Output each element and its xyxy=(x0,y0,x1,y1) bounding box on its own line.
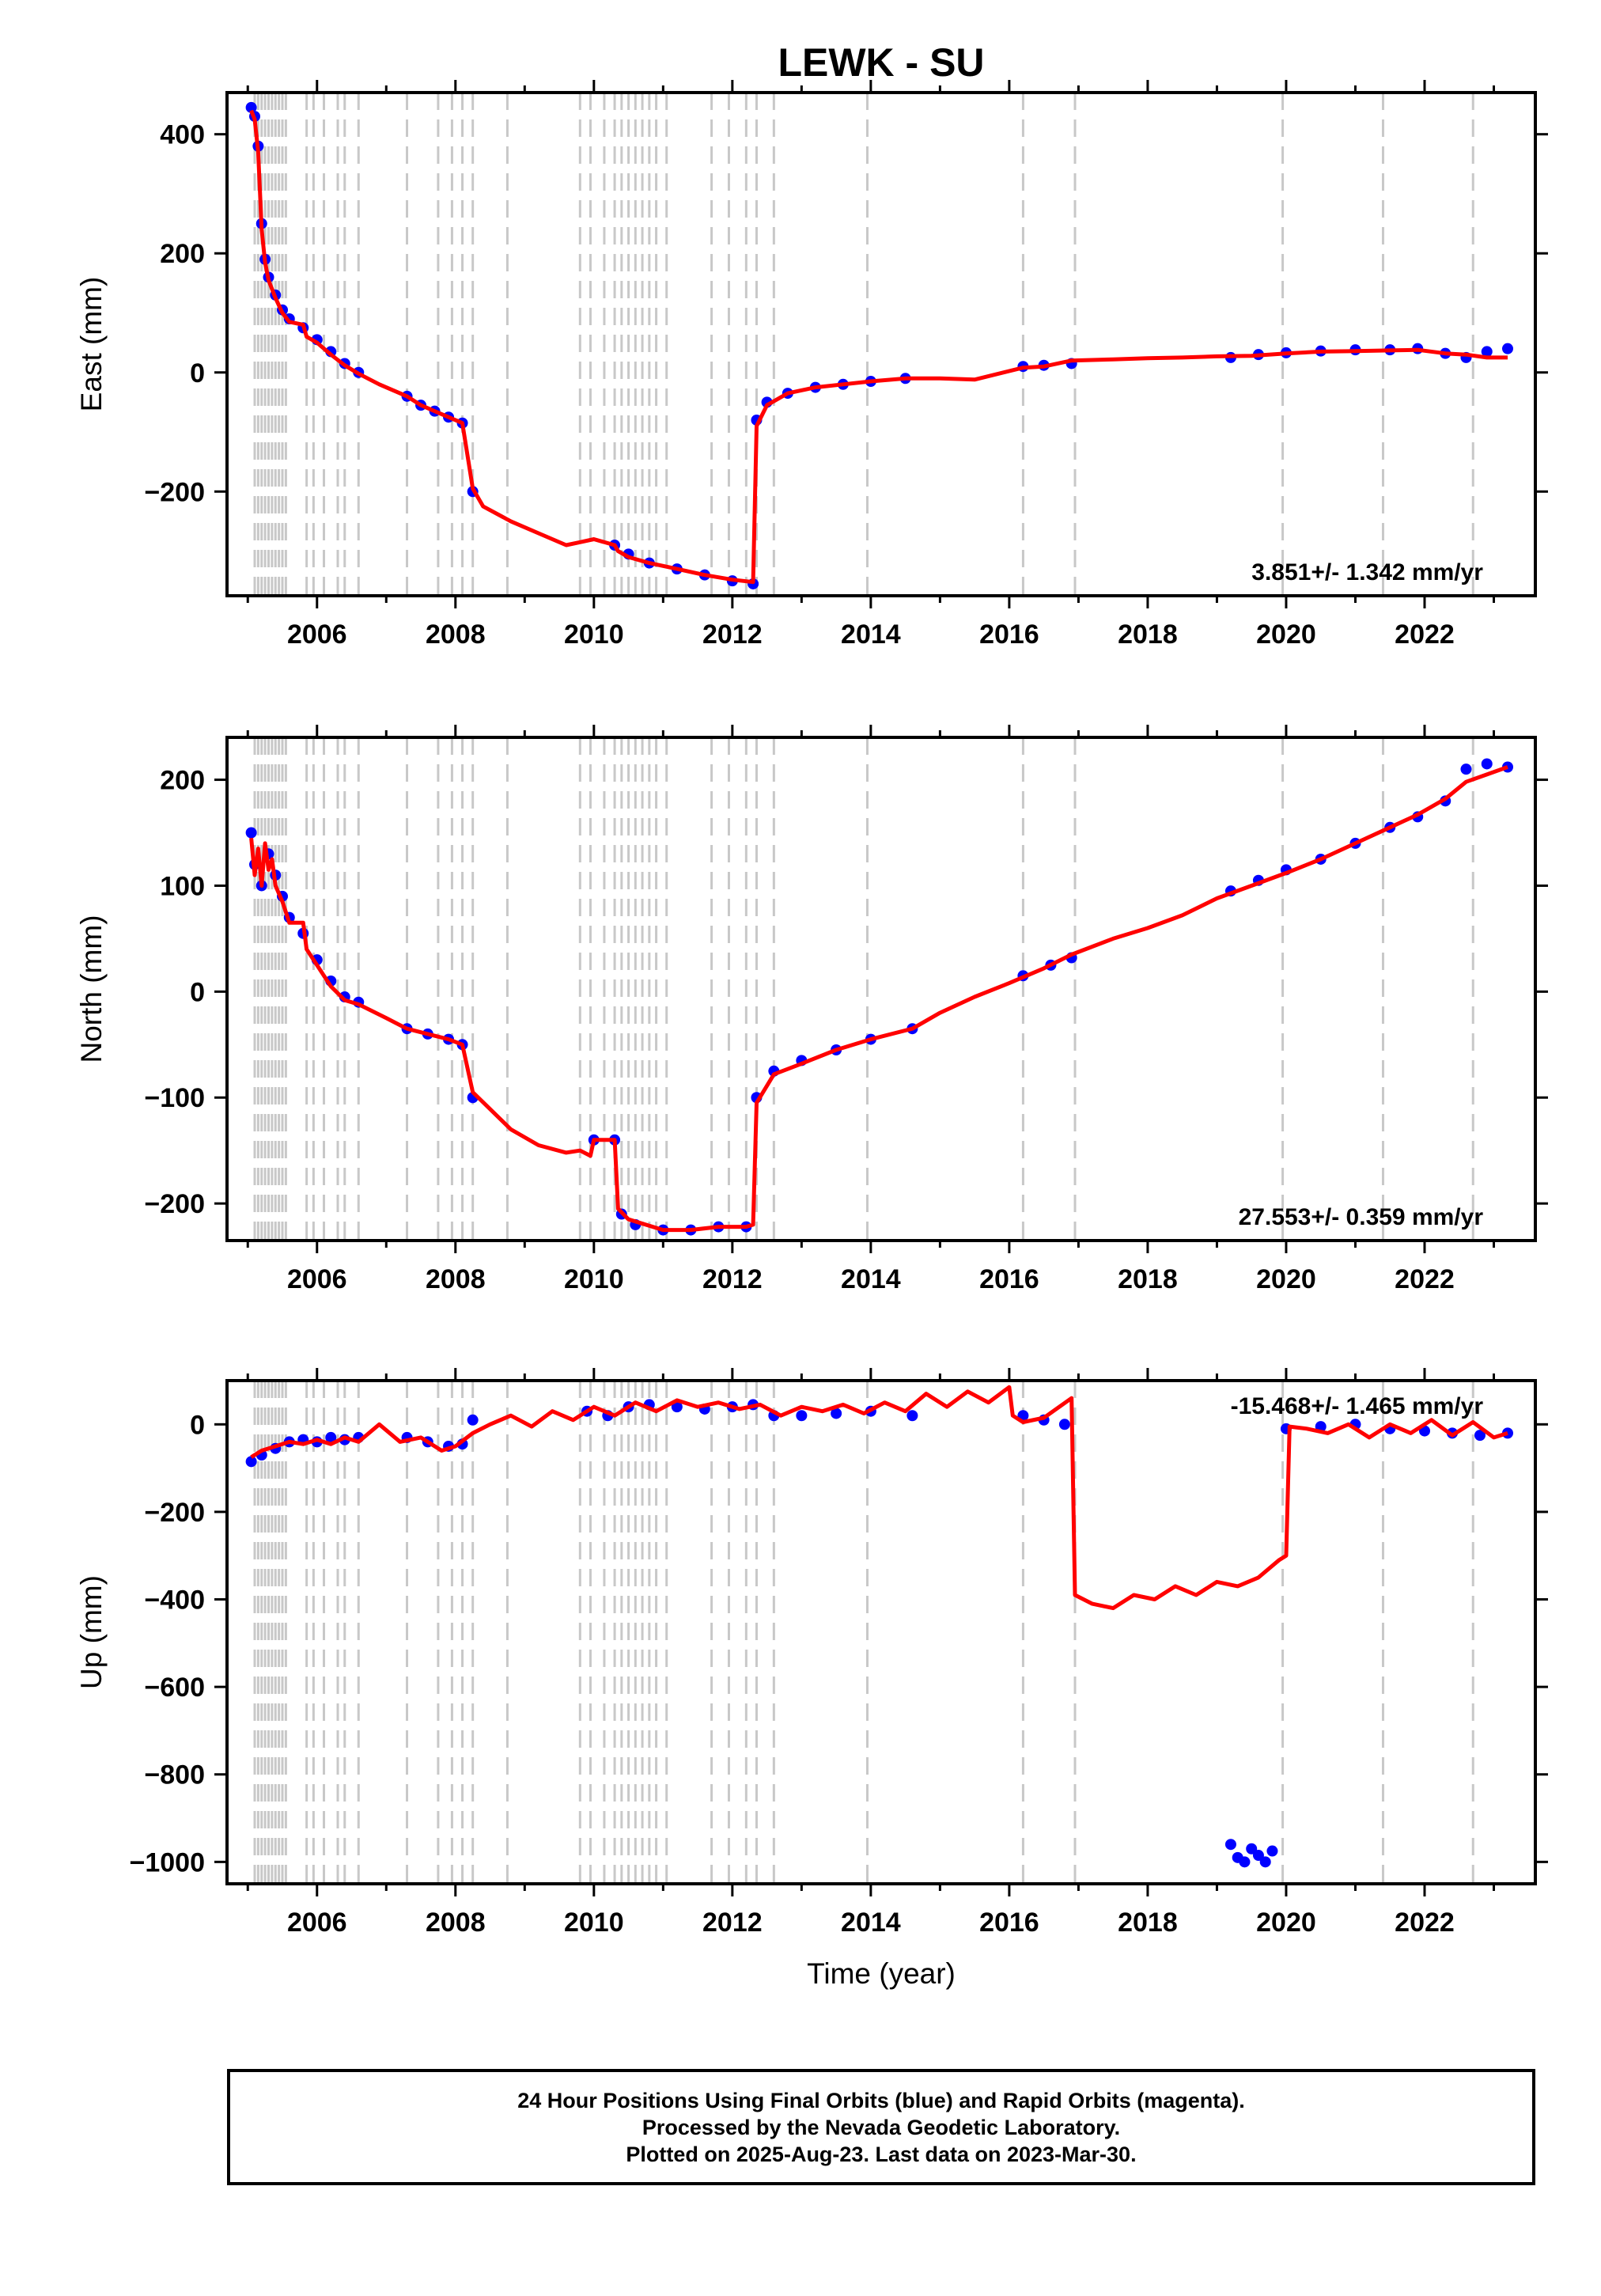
caption-line-2: Processed by the Nevada Geodetic Laborat… xyxy=(642,2115,1121,2139)
x-tick-label: 2020 xyxy=(1256,619,1316,650)
y-tick-label: −200 xyxy=(144,1189,205,1219)
up-panel: 2006 2008 2010 2012 2014 2016 2018 2020 2022 −100… xyxy=(75,1368,1548,1990)
y-tick-label: −400 xyxy=(144,1586,205,1616)
data-point xyxy=(1481,758,1493,770)
x-tick-label: 2016 xyxy=(979,1264,1039,1294)
x-tick-label: 2020 xyxy=(1256,1908,1316,1938)
data-point xyxy=(831,1408,842,1419)
x-tick-label: 2008 xyxy=(426,1908,486,1938)
plot-frame xyxy=(225,91,1537,597)
y-tick-label: 400 xyxy=(160,120,205,150)
y-tick-label: 0 xyxy=(190,358,205,388)
data-point xyxy=(245,827,257,839)
data-point xyxy=(1246,1843,1258,1855)
x-tick-label: 2022 xyxy=(1395,1908,1455,1938)
x-tick-label: 2018 xyxy=(1118,1908,1178,1938)
data-point xyxy=(467,1414,479,1426)
x-tick-label: 2016 xyxy=(979,1908,1039,1938)
x-tick-label: 2016 xyxy=(979,619,1039,650)
x-tick-label: 2010 xyxy=(564,619,624,650)
model-line xyxy=(249,109,1508,585)
chart-title: LEWK - SU xyxy=(778,40,984,85)
data-point xyxy=(1481,346,1493,358)
y-axis-label: Up (mm) xyxy=(75,1575,108,1689)
x-tick-label: 2018 xyxy=(1118,619,1178,650)
rate-annotation: 3.851+/- 1.342 mm/yr xyxy=(1251,559,1483,585)
data-point xyxy=(1460,763,1472,775)
data-point xyxy=(1474,1430,1486,1442)
x-tick-label: 2014 xyxy=(841,619,901,650)
x-tick-label: 2012 xyxy=(702,619,763,650)
plot-frame xyxy=(225,736,1537,1242)
x-tick-label: 2006 xyxy=(287,619,347,650)
x-tick-label: 2022 xyxy=(1395,619,1455,650)
x-axis-label: Time (year) xyxy=(807,1957,956,1990)
data-point xyxy=(1058,1419,1070,1430)
rate-annotation: 27.553+/- 0.359 mm/yr xyxy=(1239,1204,1484,1230)
north-panel: 2006 2008 2010 2012 2014 2016 2018 2020 2022 −200… xyxy=(75,725,1548,1294)
y-tick-label: 200 xyxy=(160,239,205,269)
data-point xyxy=(1239,1856,1251,1868)
data-point xyxy=(1501,343,1513,354)
model-line xyxy=(250,1385,1508,1611)
data-point xyxy=(1259,1856,1271,1868)
east-panel: 2006 2008 2010 2012 2014 2016 2018 2020 2022 −200… xyxy=(75,80,1548,650)
y-tick-label: 200 xyxy=(160,766,205,796)
y-tick-label: −800 xyxy=(144,1760,205,1790)
data-point xyxy=(325,1431,337,1443)
y-axis-label: North (mm) xyxy=(75,915,108,1063)
x-tick-label: 2010 xyxy=(564,1264,624,1294)
x-tick-label: 2006 xyxy=(287,1908,347,1938)
y-tick-label: 100 xyxy=(160,871,205,901)
y-tick-label: −1000 xyxy=(130,1847,206,1877)
data-point xyxy=(1266,1845,1278,1857)
x-tick-label: 2014 xyxy=(841,1264,901,1294)
y-tick-label: −200 xyxy=(144,477,205,507)
y-tick-label: −200 xyxy=(144,1498,205,1528)
x-tick-label: 2010 xyxy=(564,1908,624,1938)
plot-frame xyxy=(225,1379,1537,1885)
data-point xyxy=(796,1410,808,1422)
caption-line-1: 24 Hour Positions Using Final Orbits (bl… xyxy=(517,2088,1245,2112)
data-point xyxy=(671,1401,683,1413)
y-tick-label: 0 xyxy=(190,977,205,1007)
caption-box: 24 Hour Positions Using Final Orbits (bl… xyxy=(227,2069,1535,2185)
x-tick-label: 2012 xyxy=(702,1908,763,1938)
caption-line-3: Plotted on 2025-Aug-23. Last data on 202… xyxy=(626,2142,1137,2166)
x-tick-label: 2012 xyxy=(702,1264,763,1294)
data-point xyxy=(245,1456,257,1468)
data-point xyxy=(1252,1850,1264,1862)
data-point xyxy=(906,1410,918,1422)
y-axis-label: East (mm) xyxy=(75,277,108,412)
x-tick-label: 2018 xyxy=(1118,1264,1178,1294)
x-tick-label: 2006 xyxy=(287,1264,347,1294)
x-tick-label: 2022 xyxy=(1395,1264,1455,1294)
rate-annotation: -15.468+/- 1.465 mm/yr xyxy=(1231,1393,1484,1419)
data-point xyxy=(1224,1839,1236,1851)
model-line xyxy=(249,765,1508,1233)
y-tick-label: −600 xyxy=(144,1673,205,1703)
data-point xyxy=(245,101,257,113)
y-tick-label: −100 xyxy=(144,1083,205,1113)
x-tick-label: 2014 xyxy=(841,1908,901,1938)
x-tick-label: 2008 xyxy=(426,1264,486,1294)
x-tick-label: 2008 xyxy=(426,619,486,650)
y-tick-label: 0 xyxy=(190,1410,205,1440)
x-tick-label: 2020 xyxy=(1256,1264,1316,1294)
